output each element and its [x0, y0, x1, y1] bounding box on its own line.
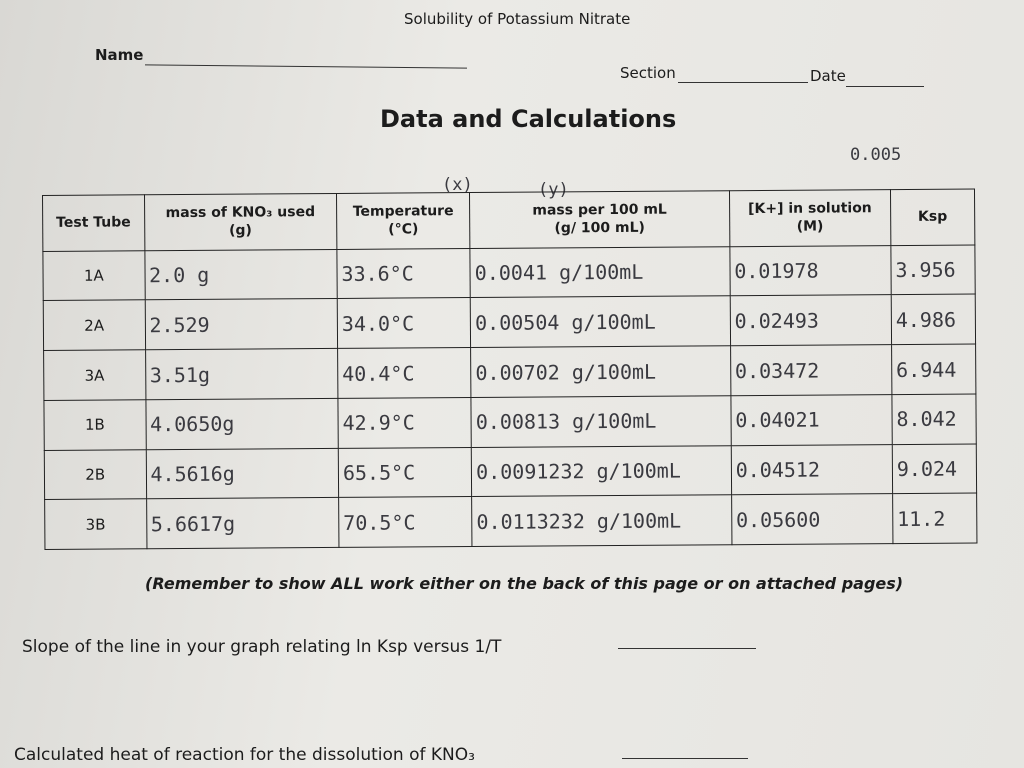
column-header: mass of KNO₃ used (g) [144, 193, 337, 251]
handwritten-cell: 0.00504 g/100mL [470, 296, 731, 348]
handwritten-cell: 11.2 [892, 493, 977, 544]
test-tube-cell: 2A [43, 300, 146, 351]
name-label: Name [95, 46, 144, 64]
reminder: (Remember to show ALL work either on the… [145, 574, 904, 593]
name-line [145, 64, 467, 69]
handwritten-cell: 40.4°C [337, 347, 472, 399]
heat-label: Calculated heat of reaction for the diss… [14, 745, 475, 765]
header-text: (°C) [388, 221, 419, 238]
handwritten-cell: 0.00702 g/100mL [470, 345, 731, 398]
test-tube-cell: 1B [43, 399, 146, 451]
handwritten-cell: 5.6617g [146, 497, 339, 549]
data-row: 2A 2.529 34.0°C 0.00504 g/100mL 0.02493 4.986 [43, 294, 976, 351]
handwritten-cell: 6.944 [891, 344, 976, 395]
handwritten-cell: 0.04512 [730, 444, 893, 495]
handwritten-cell: 0.02493 [729, 295, 892, 346]
handwritten-cell: 9.024 [892, 443, 977, 494]
handwritten-cell: 2.529 [144, 298, 338, 350]
handwritten-cell: 0.00813 g/100mL [471, 395, 731, 448]
handwritten-cell: 0.0041 g/100mL [470, 246, 730, 298]
handwritten-cell: 3.51g [145, 348, 338, 400]
handwritten-cell: 0.04021 [730, 394, 893, 446]
handwritten-cell: 0.03472 [730, 344, 892, 396]
handwritten-cell: 4.986 [891, 294, 976, 345]
heat-line [622, 758, 748, 759]
date-label: Date [810, 67, 846, 85]
title: Solubility of Potassium Nitrate [404, 10, 631, 28]
column-header: mass per 100 mL (g/ 100 mL) [469, 190, 730, 249]
column-header: Temperature (°C) [336, 192, 471, 250]
data-table: Test Tube mass of KNO₃ used (g) Temperature… [42, 188, 977, 550]
data-row: 2B 4.5616g 65.5°C 0.0091232 g/100mL 0.04512 9… [44, 443, 977, 500]
handwritten-cell: 0.05600 [731, 493, 893, 545]
handwritten-cell: 4.0650g [145, 398, 339, 450]
data-row: 1A 2.0 g 33.6°C 0.0041 g/100mL 0.01978 3.956 [42, 244, 976, 301]
column-header: Test Tube [42, 194, 145, 252]
note: (x) [442, 175, 473, 195]
heading: Data and Calculations [380, 105, 677, 133]
note: (y) [538, 180, 569, 200]
handwritten-cell: 0.0091232 g/100mL [471, 445, 732, 497]
slope-line [618, 648, 756, 649]
test-tube-cell: 3A [43, 349, 146, 401]
header-text: (g/ 100 mL) [554, 220, 645, 237]
header-text: (M) [796, 218, 824, 236]
column-header: Ksp [890, 188, 975, 246]
test-tube-cell: 1A [42, 250, 145, 301]
handwritten-cell: 0.0113232 g/100mL [471, 494, 732, 547]
date-line [846, 86, 924, 87]
handwritten-cell: 34.0°C [337, 297, 471, 349]
test-tube-cell: 3B [44, 498, 147, 550]
data-row: 3A 3.51g 40.4°C 0.00702 g/100mL 0.03472 6.944 [43, 344, 976, 401]
header-text: [K+] in solution [748, 200, 872, 218]
handwritten-cell: 8.042 [891, 393, 977, 445]
handwritten-cell: 4.5616g [145, 447, 339, 499]
section-label: Section [620, 64, 676, 82]
handwritten-cell: 65.5°C [338, 447, 472, 498]
section-line [678, 82, 808, 83]
handwritten-cell: 3.956 [890, 244, 976, 296]
handwritten-cell: 42.9°C [337, 397, 472, 448]
header-text: Temperature [352, 203, 454, 221]
header-text: mass of KNO₃ used [165, 204, 316, 222]
header-text: mass per 100 mL [532, 202, 667, 219]
header-text: (g) [229, 222, 252, 240]
header-text: Ksp [917, 209, 948, 226]
handwritten-cell: 33.6°C [336, 248, 471, 299]
slope-label: Slope of the line in your graph relating… [22, 637, 502, 657]
test-tube-cell: 2B [44, 449, 147, 500]
handwritten-cell: 2.0 g [144, 249, 338, 301]
data-row: 1B 4.0650g 42.9°C 0.00813 g/100mL 0.04021 8.0… [43, 393, 977, 451]
handwritten-cell: 0.01978 [729, 245, 892, 297]
note: 0.005 [850, 145, 902, 165]
column-header: [K+] in solution (M) [729, 189, 891, 247]
header-text: Test Tube [56, 214, 131, 232]
header-row: Test Tube mass of KNO₃ used (g) Temperature… [42, 188, 975, 252]
handwritten-cell: 70.5°C [338, 496, 473, 548]
data-row: 3B 5.6617g 70.5°C 0.0113232 g/100mL 0.05600 1… [44, 493, 977, 550]
